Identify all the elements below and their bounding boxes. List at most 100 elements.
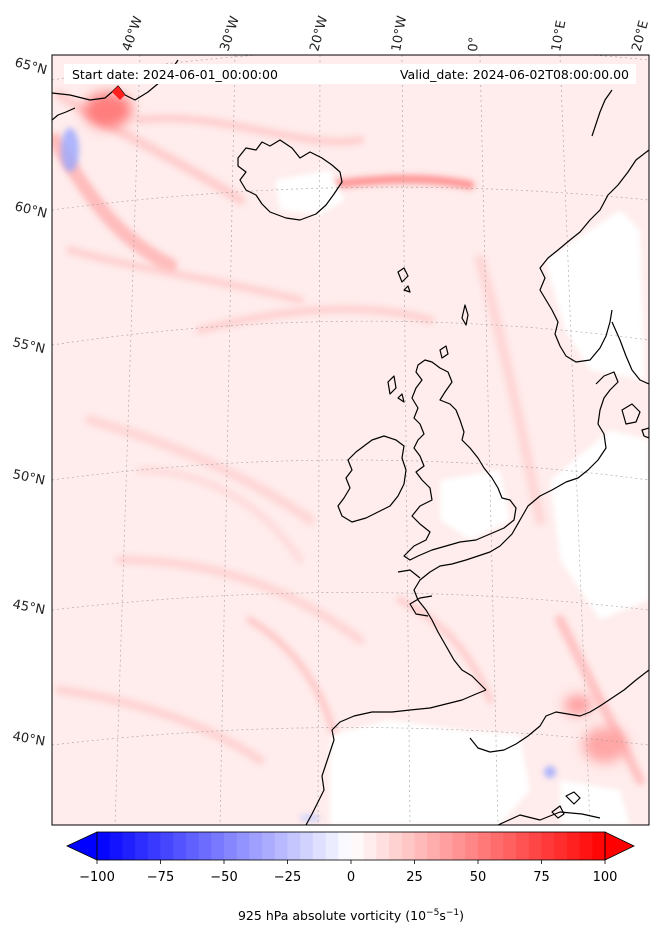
vorticity-streak: [66, 246, 304, 304]
colorbar-cell: [363, 832, 377, 860]
colorbar-cell: [389, 832, 403, 860]
lon-label: 10°E: [549, 19, 569, 52]
iberia-coast: [305, 689, 487, 825]
denmark-islands: [621, 403, 649, 439]
coastlines: [52, 59, 649, 825]
longitude-labels: 40°W 30°W 20°W 10°W 0° 10°E 20°E: [120, 14, 652, 53]
shetland-islands: [461, 304, 469, 326]
colorbar-cell: [414, 832, 428, 860]
colorbar-cell: [211, 832, 225, 860]
colorbar-cell: [122, 832, 136, 860]
colorbar-cell: [262, 832, 276, 860]
lon-label: 20°E: [629, 19, 652, 53]
colorbar-cell: [503, 832, 517, 860]
negative-vorticity-area: [61, 128, 79, 172]
faroe-islands: [397, 267, 411, 293]
colorbar-cell: [274, 832, 289, 860]
lat-label: 60°N: [13, 199, 48, 221]
colorbar-cell: [452, 832, 466, 860]
colorbar-cell: [236, 832, 250, 860]
vorticity-streak: [55, 685, 265, 765]
colorbar-cell: [554, 832, 568, 860]
vorticity-streak: [136, 466, 304, 564]
ireland-coast: [337, 435, 407, 523]
colorbar-label: 925 hPa absolute vorticity (10−5s−1): [238, 908, 464, 923]
colorbar-cell: [592, 832, 606, 860]
map-panel: [52, 55, 649, 825]
header-strip: [64, 64, 636, 84]
north-africa-coast: [497, 811, 601, 825]
near-zero-area: [550, 430, 649, 620]
meridian-line: [219, 55, 236, 825]
near-zero-area: [440, 470, 510, 540]
continent-coast: [397, 569, 421, 579]
colorbar-tick-label: −25: [274, 870, 301, 885]
colorbar-cell: [541, 832, 555, 860]
lon-label: 10°W: [389, 15, 410, 53]
colorbar-cell: [173, 832, 187, 860]
orkney-islands: [439, 345, 449, 359]
meridian-line: [479, 55, 499, 825]
hebrides: [387, 375, 405, 403]
graticule: [52, 55, 649, 825]
colorbar-cell: [351, 832, 365, 860]
vorticity-maximum: [84, 92, 132, 128]
colorbar-cell: [490, 832, 504, 860]
vorticity-streak: [115, 555, 365, 645]
latitude-labels: 65°N 60°N 55°N 50°N 45°N 40°N: [11, 55, 48, 749]
meridian-line: [317, 55, 321, 825]
colorbar-cell: [478, 832, 492, 860]
colorbar-extend-max: [604, 831, 635, 861]
brittany-coast: [409, 595, 433, 617]
vorticity-streak: [85, 415, 315, 525]
colorbar-cell: [147, 832, 162, 860]
colorbar-cell: [135, 832, 149, 860]
colorbar-cell: [338, 832, 352, 860]
lat-label: 65°N: [13, 55, 49, 78]
norway-coast: [539, 149, 649, 363]
iceland-coast: [237, 139, 343, 221]
lat-label: 50°N: [11, 467, 46, 488]
colorbar-cell: [160, 832, 174, 860]
lon-label: 40°W: [120, 14, 146, 53]
norway-coast: [591, 89, 613, 137]
colorbar-cell: [427, 832, 441, 860]
colorbar-cell: [566, 832, 581, 860]
vorticity-maximum: [564, 695, 592, 715]
colorbar-ticks: −100 −75 −50 −25 0 25 50 75 100: [79, 860, 617, 885]
colorbar-cell: [109, 832, 123, 860]
near-zero-area: [545, 210, 645, 380]
colorbar-cell: [528, 832, 543, 860]
colorbar-tick-label: 25: [406, 870, 423, 885]
start-date-label: Start date: 2024-06-01_00:00:00: [72, 67, 278, 82]
colorbar-cell: [300, 832, 314, 860]
colorbar-tick-label: −50: [210, 870, 237, 885]
denmark-coast: [565, 371, 619, 483]
colorbar-tick-label: 75: [533, 870, 550, 885]
colorbar-cell: [465, 832, 479, 860]
vorticity-field-features: [52, 90, 645, 785]
colorbar-cell: [376, 832, 390, 860]
meridian-line: [114, 55, 141, 825]
colorbar-cell: [249, 832, 263, 860]
colorbar-cell: [401, 832, 416, 860]
colorbar: −100 −75 −50 −25 0 25 50 75 100 925 hPa absolute…: [66, 831, 635, 923]
near-zero-area: [330, 720, 530, 825]
colorbar-label-exponent: −5: [426, 908, 439, 918]
sweden-coast: [611, 321, 649, 385]
meridian-line: [401, 55, 411, 825]
colorbar-label-text: 925 hPa absolute vorticity (10: [238, 908, 426, 923]
scotland-coast: [403, 359, 517, 561]
meridian-line: [559, 55, 591, 825]
lat-label: 45°N: [11, 597, 46, 618]
colorbar-extend-min: [66, 831, 98, 861]
colorbar-cell: [287, 832, 301, 860]
negative-vorticity-area: [544, 766, 556, 778]
lat-label: 55°N: [11, 335, 46, 357]
vorticity-streak: [196, 305, 434, 334]
lon-label: 0°: [466, 36, 482, 52]
colorbar-tick-label: 50: [470, 870, 487, 885]
near-zero-areas: [275, 170, 649, 825]
vorticity-streak: [396, 596, 494, 704]
vorticity-streak: [55, 90, 245, 205]
